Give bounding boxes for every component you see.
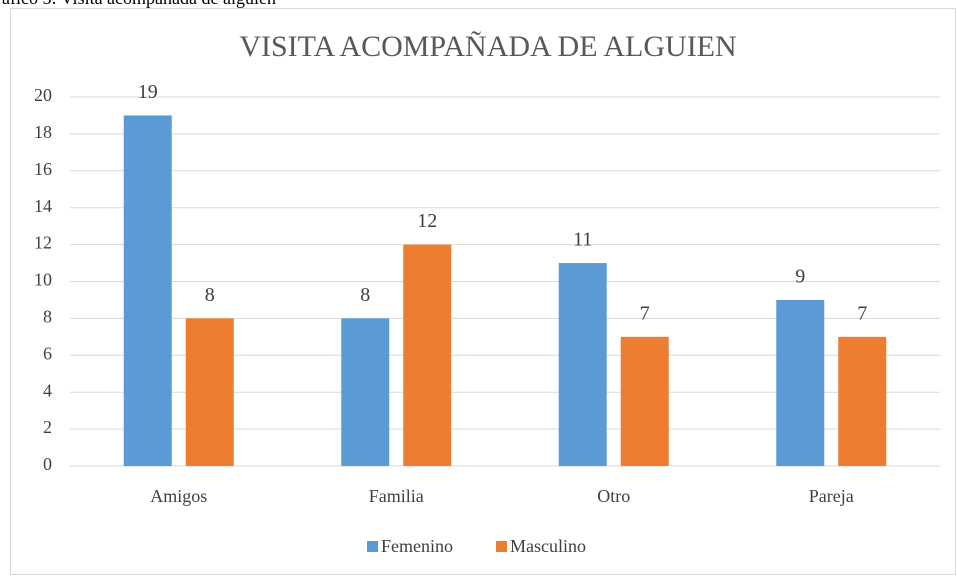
bar (838, 336, 887, 466)
legend-swatch (496, 541, 507, 552)
bar (185, 318, 234, 466)
bar (123, 115, 172, 466)
x-tick-label: Amigos (150, 486, 207, 506)
legend-swatch (367, 541, 378, 552)
y-tick-label: 4 (43, 380, 52, 400)
x-tick-label: Familia (369, 486, 424, 506)
y-tick-label: 10 (34, 270, 52, 290)
y-tick-label: 2 (43, 417, 52, 437)
y-tick-label: 6 (43, 343, 52, 363)
data-label: 8 (205, 284, 215, 306)
data-label: 9 (795, 266, 805, 288)
data-label: 7 (857, 302, 867, 324)
bar (776, 299, 825, 466)
caption: ráfico 5: Visita acompañada de alguien (0, 0, 276, 8)
y-tick-label: 16 (34, 159, 52, 179)
chart-title: VISITA ACOMPAÑADA DE ALGUIEN (239, 30, 736, 63)
y-tick-label: 12 (34, 233, 52, 253)
legend-label: Masculino (510, 536, 586, 556)
legend-label: Femenino (381, 536, 453, 556)
y-tick-label: 8 (43, 307, 52, 327)
x-tick-label: Pareja (809, 486, 854, 506)
bar (558, 263, 607, 466)
y-tick-label: 0 (43, 454, 52, 474)
y-tick-label: 18 (34, 122, 52, 142)
x-tick-label: Otro (597, 486, 630, 506)
y-tick-label: 20 (34, 85, 52, 105)
data-label: 11 (573, 229, 592, 251)
bar (403, 244, 452, 466)
chart-border (10, 8, 956, 575)
data-label: 8 (360, 284, 370, 306)
bar (620, 336, 669, 466)
data-label: 19 (138, 81, 158, 103)
bar (341, 318, 390, 466)
data-label: 12 (417, 210, 437, 232)
y-tick-label: 14 (34, 196, 52, 216)
data-label: 7 (640, 302, 650, 324)
